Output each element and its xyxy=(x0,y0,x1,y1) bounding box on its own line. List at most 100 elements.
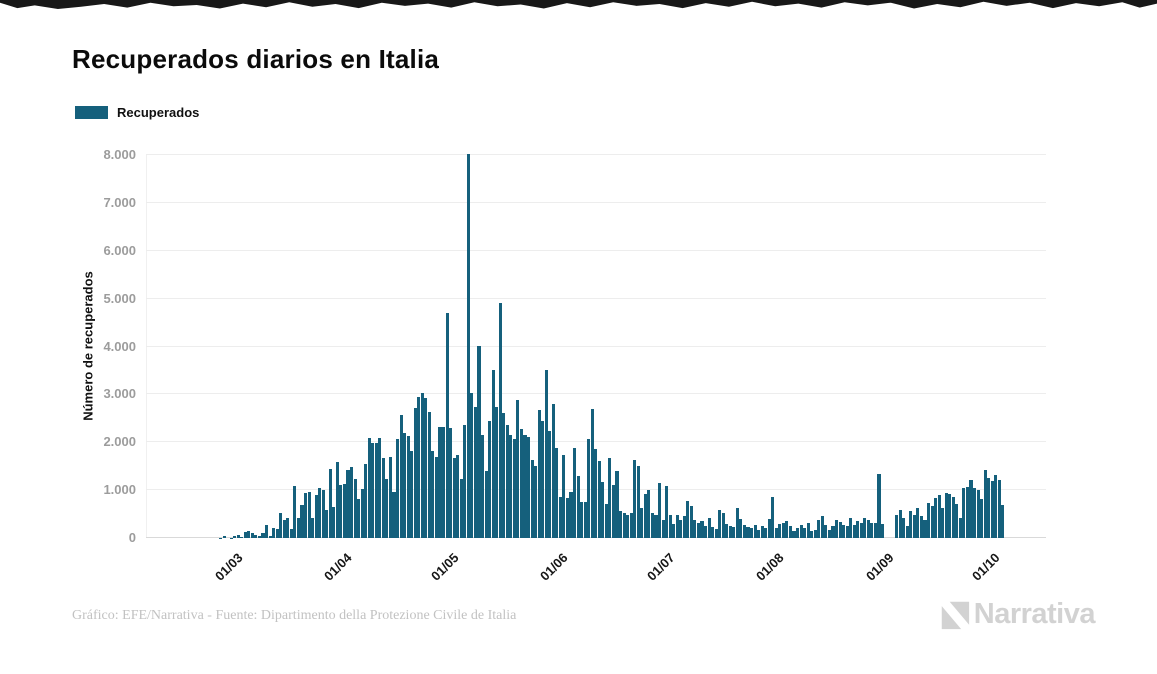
bar[interactable] xyxy=(937,494,941,538)
bar[interactable] xyxy=(643,493,647,538)
bar[interactable] xyxy=(396,438,400,538)
bar[interactable] xyxy=(523,434,527,538)
bar[interactable] xyxy=(619,511,623,538)
bar[interactable] xyxy=(703,525,708,538)
bar[interactable] xyxy=(569,492,573,538)
bar[interactable] xyxy=(788,526,793,538)
bar[interactable] xyxy=(725,523,729,538)
bar[interactable] xyxy=(243,532,247,538)
bar[interactable] xyxy=(385,479,389,538)
bar[interactable] xyxy=(318,488,322,538)
bar[interactable] xyxy=(282,520,286,538)
bar[interactable] xyxy=(778,524,782,538)
bar[interactable] xyxy=(424,398,428,538)
bar[interactable] xyxy=(413,407,417,538)
bar[interactable] xyxy=(686,501,690,538)
bar[interactable] xyxy=(261,533,265,538)
bar[interactable] xyxy=(555,448,559,538)
bar[interactable] xyxy=(512,438,516,538)
bar[interactable] xyxy=(810,531,814,538)
bar[interactable] xyxy=(601,482,605,538)
bar[interactable] xyxy=(753,524,757,538)
bar[interactable] xyxy=(406,436,410,538)
bar[interactable] xyxy=(742,524,746,538)
bar[interactable] xyxy=(311,518,315,538)
bar[interactable] xyxy=(824,524,828,538)
bar[interactable] xyxy=(831,526,835,538)
bar[interactable] xyxy=(594,449,598,538)
bar[interactable] xyxy=(909,511,913,538)
bar[interactable] xyxy=(898,509,902,538)
bar[interactable] xyxy=(997,479,1001,538)
bar[interactable] xyxy=(845,526,849,538)
bar[interactable] xyxy=(417,397,421,538)
bar[interactable] xyxy=(640,507,644,538)
bar[interactable] xyxy=(803,528,807,538)
bar[interactable] xyxy=(519,428,523,538)
bar[interactable] xyxy=(346,469,350,538)
bar[interactable] xyxy=(969,479,973,538)
bar[interactable] xyxy=(484,470,488,538)
bar[interactable] xyxy=(636,465,640,538)
bar[interactable] xyxy=(403,432,407,538)
bar[interactable] xyxy=(626,514,630,538)
bar[interactable] xyxy=(279,512,283,538)
bar[interactable] xyxy=(757,529,761,538)
bar[interactable] xyxy=(434,456,439,538)
bar[interactable] xyxy=(392,491,396,538)
bar[interactable] xyxy=(293,486,297,538)
bar[interactable] xyxy=(431,451,435,538)
bar[interactable] xyxy=(254,534,258,538)
bar[interactable] xyxy=(951,497,955,538)
bar[interactable] xyxy=(785,521,789,538)
bar[interactable] xyxy=(976,490,980,538)
bar[interactable] xyxy=(332,507,336,538)
bar[interactable] xyxy=(236,534,240,538)
bar[interactable] xyxy=(987,477,991,538)
bar[interactable] xyxy=(679,519,683,538)
bar[interactable] xyxy=(420,392,424,538)
bar[interactable] xyxy=(1001,504,1005,538)
bar[interactable] xyxy=(866,519,870,538)
bar[interactable] xyxy=(480,434,485,538)
bar[interactable] xyxy=(714,528,718,538)
bar[interactable] xyxy=(880,524,885,538)
bar[interactable] xyxy=(360,489,364,538)
bar[interactable] xyxy=(700,521,704,538)
bar[interactable] xyxy=(912,514,916,538)
bar[interactable] xyxy=(587,439,591,538)
bar[interactable] xyxy=(537,409,541,538)
bar[interactable] xyxy=(633,459,637,538)
bar[interactable] xyxy=(399,415,403,538)
bar[interactable] xyxy=(796,528,800,538)
bar[interactable] xyxy=(902,518,906,538)
bar[interactable] xyxy=(834,519,839,538)
bar[interactable] xyxy=(728,526,732,538)
bar[interactable] xyxy=(994,475,998,538)
bar[interactable] xyxy=(275,529,279,538)
bar[interactable] xyxy=(739,519,743,538)
bar[interactable] xyxy=(534,466,538,538)
bar[interactable] xyxy=(488,420,492,538)
bar[interactable] xyxy=(672,523,676,538)
bar[interactable] xyxy=(958,518,962,538)
bar[interactable] xyxy=(342,484,346,538)
bar[interactable] xyxy=(849,518,853,538)
bar[interactable] xyxy=(339,484,343,538)
bar[interactable] xyxy=(410,450,414,538)
bar[interactable] xyxy=(696,523,700,538)
bar[interactable] xyxy=(735,507,739,538)
bar[interactable] xyxy=(799,525,803,538)
bar[interactable] xyxy=(449,427,453,538)
bar[interactable] xyxy=(335,461,339,538)
bar[interactable] xyxy=(732,527,736,538)
bar[interactable] xyxy=(573,447,577,538)
bar[interactable] xyxy=(711,527,715,538)
bar[interactable] xyxy=(923,519,927,538)
bar[interactable] xyxy=(307,492,311,538)
bar[interactable] xyxy=(477,346,481,538)
bar[interactable] xyxy=(247,531,251,538)
bar[interactable] xyxy=(233,536,237,538)
bar[interactable] xyxy=(541,421,545,538)
bar[interactable] xyxy=(530,459,534,538)
